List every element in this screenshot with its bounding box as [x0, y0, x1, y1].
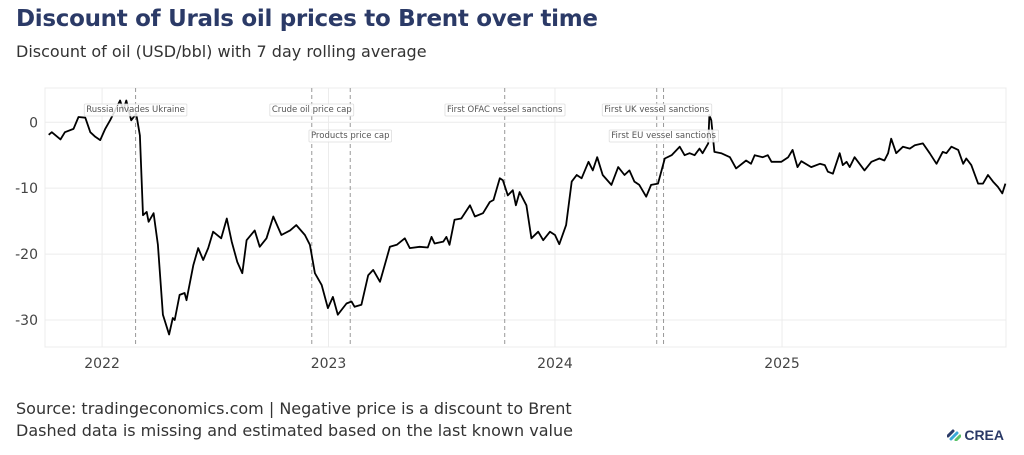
event-label-box [83, 103, 188, 117]
event-label: Products price cap [308, 129, 392, 143]
event-label-text: Crude oil price cap [272, 105, 352, 115]
event-markers [135, 88, 665, 347]
event-label-box [269, 103, 355, 117]
y-tick-label: -10 [15, 181, 38, 197]
event-labels: Russia invades Ukraine Crude oil price ca… [83, 103, 719, 143]
x-tick-label: 2023 [311, 356, 347, 372]
crea-logo: CREA [947, 427, 1004, 443]
event-label: First UK vessel sanctions [601, 103, 713, 117]
plot-panel [44, 87, 1007, 348]
event-label-text: First OFAC vessel sanctions [447, 105, 563, 115]
x-tick-label: 2022 [84, 356, 120, 372]
y-tick-label: 0 [29, 115, 38, 131]
event-label-text: Russia invades Ukraine [86, 105, 185, 115]
chart-title: Discount of Urals oil prices to Brent ov… [16, 6, 598, 32]
axes: 0 -10 -20 -30 2022 2023 2024 2025 [15, 115, 800, 372]
event-label-box [608, 129, 719, 143]
method-note: Dashed data is missing and estimated bas… [16, 421, 573, 440]
x-tick-label: 2024 [537, 356, 573, 372]
x-tick-label: 2025 [764, 356, 800, 372]
grid [44, 87, 1007, 348]
event-label-text: Products price cap [311, 131, 390, 141]
discount-line [48, 99, 1007, 336]
series-layer [48, 99, 1007, 336]
event-label-text: First EU vessel sanctions [611, 131, 716, 141]
event-label-box [601, 103, 713, 117]
source-note: Source: tradingeconomics.com | Negative … [16, 399, 572, 418]
event-label: Russia invades Ukraine [83, 103, 188, 117]
crea-logo-text: CREA [964, 427, 1004, 443]
event-label: First OFAC vessel sanctions [444, 103, 566, 117]
y-tick-label: -20 [15, 247, 38, 263]
event-label-text: First UK vessel sanctions [604, 105, 709, 115]
y-tick-label: -30 [15, 313, 38, 329]
event-label: First EU vessel sanctions [608, 129, 719, 143]
event-label-box [444, 103, 566, 117]
chart-subtitle: Discount of oil (USD/bbl) with 7 day rol… [16, 42, 427, 61]
event-label: Crude oil price cap [269, 103, 355, 117]
crea-logo-icon [947, 429, 962, 441]
event-label-box [308, 129, 392, 143]
